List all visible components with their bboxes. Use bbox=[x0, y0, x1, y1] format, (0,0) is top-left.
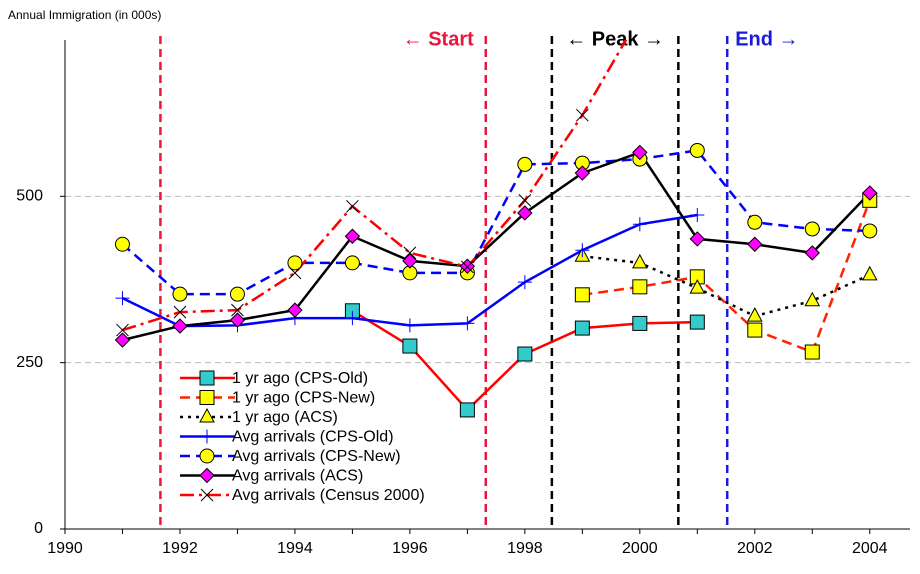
marker bbox=[632, 279, 648, 295]
marker bbox=[231, 303, 244, 317]
marker bbox=[346, 199, 359, 213]
marker bbox=[345, 311, 360, 326]
x-tick-label: 1998 bbox=[507, 540, 543, 557]
marker bbox=[517, 156, 533, 172]
marker bbox=[344, 255, 360, 271]
marker bbox=[344, 228, 361, 244]
period-label: End → bbox=[735, 28, 798, 50]
marker bbox=[402, 253, 418, 269]
legend-label: Avg arrivals (Census 2000) bbox=[232, 487, 425, 504]
marker bbox=[804, 344, 820, 360]
y-tick-label: 250 bbox=[16, 354, 43, 371]
marker bbox=[804, 291, 821, 307]
x-tick-label: 1994 bbox=[277, 540, 313, 557]
marker bbox=[632, 315, 648, 331]
marker bbox=[575, 243, 590, 258]
x-tick-label: 2000 bbox=[622, 540, 658, 557]
y-axis-label: Annual Immigration (in 000s) bbox=[8, 8, 161, 22]
marker bbox=[403, 246, 417, 260]
marker bbox=[574, 165, 591, 181]
marker bbox=[115, 291, 130, 306]
marker bbox=[229, 312, 246, 328]
marker bbox=[288, 266, 302, 280]
x-tick-label: 1990 bbox=[47, 540, 83, 557]
marker bbox=[114, 332, 131, 348]
x-tick-label: 1992 bbox=[162, 540, 198, 557]
plot-area bbox=[114, 10, 878, 418]
marker bbox=[402, 338, 418, 354]
marker bbox=[229, 286, 245, 302]
x-tick-label: 1996 bbox=[392, 540, 428, 557]
marker bbox=[689, 231, 706, 247]
period-label: ← Start bbox=[403, 28, 474, 50]
marker bbox=[689, 314, 705, 330]
marker bbox=[575, 108, 589, 122]
series-line bbox=[122, 150, 871, 342]
marker bbox=[747, 214, 763, 230]
marker bbox=[632, 144, 648, 161]
legend-label: Avg arrivals (CPS-New) bbox=[232, 448, 401, 465]
marker bbox=[116, 323, 129, 337]
series-line bbox=[582, 254, 871, 318]
marker bbox=[634, 10, 646, 22]
legend-marker bbox=[199, 467, 215, 484]
legend-marker bbox=[200, 429, 214, 444]
legend-label: Avg arrivals (CPS-Old) bbox=[232, 429, 394, 446]
legend-marker bbox=[199, 370, 215, 386]
marker bbox=[689, 142, 705, 158]
marker bbox=[460, 316, 475, 331]
x-tick-label: 2004 bbox=[852, 540, 888, 557]
marker bbox=[690, 207, 705, 222]
marker bbox=[459, 402, 475, 418]
marker bbox=[402, 318, 417, 333]
legend-label: 1 yr ago (ACS) bbox=[232, 409, 338, 426]
marker bbox=[461, 260, 474, 274]
legend-label: Avg arrivals (ACS) bbox=[232, 468, 363, 485]
marker bbox=[689, 279, 706, 294]
marker bbox=[517, 275, 532, 290]
x-tick-label: 2002 bbox=[737, 540, 773, 557]
marker bbox=[172, 286, 188, 302]
marker bbox=[287, 255, 303, 271]
marker bbox=[862, 185, 878, 201]
legend-marker bbox=[200, 488, 214, 502]
y-tick-label: 0 bbox=[34, 520, 43, 537]
marker bbox=[574, 287, 590, 303]
marker bbox=[804, 245, 820, 261]
marker bbox=[517, 205, 533, 221]
marker bbox=[746, 307, 763, 322]
legend-label: 1 yr ago (CPS-New) bbox=[232, 390, 375, 407]
series-line bbox=[582, 199, 871, 354]
marker bbox=[804, 221, 820, 237]
marker bbox=[574, 320, 590, 336]
marker bbox=[747, 322, 763, 338]
marker bbox=[518, 193, 532, 207]
series-line bbox=[122, 40, 628, 332]
marker bbox=[747, 236, 763, 252]
marker bbox=[632, 217, 647, 232]
marker bbox=[861, 265, 878, 281]
marker bbox=[114, 236, 130, 252]
marker bbox=[517, 346, 533, 362]
legend-marker bbox=[199, 390, 215, 405]
legend-marker bbox=[199, 448, 215, 464]
series-line bbox=[121, 149, 870, 296]
legend-label: 1 yr ago (CPS-Old) bbox=[232, 370, 368, 387]
y-tick-label: 500 bbox=[16, 188, 43, 205]
marker bbox=[862, 223, 878, 239]
marker bbox=[631, 253, 648, 269]
legend-marker bbox=[199, 407, 215, 423]
marker bbox=[173, 305, 187, 319]
marker bbox=[172, 318, 188, 334]
period-label: ← Peak → bbox=[566, 28, 664, 50]
marker bbox=[287, 302, 303, 318]
